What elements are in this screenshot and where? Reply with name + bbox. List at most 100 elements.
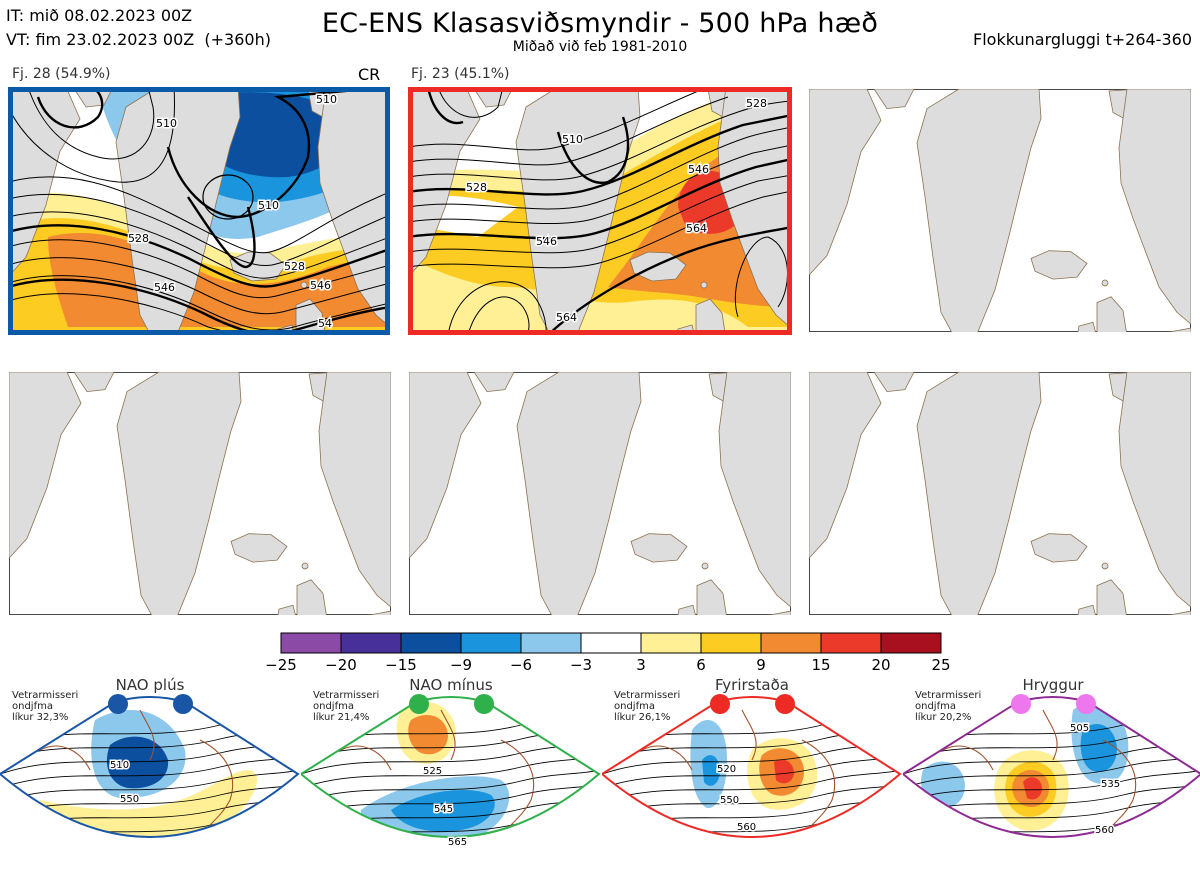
contour-line xyxy=(903,765,1200,807)
contour-label: 535 xyxy=(1101,779,1120,790)
colorbar-tick-label: 25 xyxy=(931,656,951,674)
regime-marker xyxy=(710,694,730,714)
contour-line xyxy=(301,765,599,807)
contour-label: 564 xyxy=(686,222,707,235)
contour-labels: 510 510 510 528 528 546 546 54 xyxy=(127,92,339,332)
contour-label: 565 xyxy=(448,837,467,848)
contour-label: 546 xyxy=(688,163,709,176)
empty-map-panel xyxy=(809,89,1191,332)
contour-label: 560 xyxy=(1095,825,1114,836)
regime-map: 505 535 560 xyxy=(903,694,1200,838)
colorbar-tick-label: −25 xyxy=(265,656,297,674)
cluster-1-regime: CR xyxy=(358,65,381,84)
cluster-2-map: 510 528 528 546 546 564 564 xyxy=(408,87,792,335)
contour-label: 550 xyxy=(720,795,739,806)
contour-label: 520 xyxy=(717,764,736,775)
anomaly-area xyxy=(408,715,448,755)
regime-marker xyxy=(173,694,193,714)
contour-label: 564 xyxy=(556,311,577,324)
colorbar-swatch xyxy=(760,632,822,654)
regime-outline xyxy=(0,696,300,838)
colorbar-swatch xyxy=(340,632,402,654)
colorbar-swatch xyxy=(820,632,882,654)
colorbar-swatch xyxy=(700,632,762,654)
regime-marker xyxy=(1011,694,1031,714)
empty-map-panel xyxy=(409,372,791,615)
contour-label: 528 xyxy=(466,181,487,194)
page-subtitle: Miðað við feb 1981-2010 xyxy=(512,39,688,55)
regime-note: Vetrarmisseri ondjfma líkur 26,1% xyxy=(614,690,681,723)
anomaly-area xyxy=(921,761,965,808)
anomaly-area xyxy=(391,790,495,832)
regime-outline xyxy=(301,696,601,838)
contour-label: 550 xyxy=(120,794,139,805)
anomaly-area xyxy=(774,759,794,784)
colorbar-tick-label: −20 xyxy=(325,656,357,674)
regime-title: NAO mínus xyxy=(409,676,493,694)
init-time: IT: mið 08.02.2023 00Z xyxy=(6,6,193,25)
contour-label: 545 xyxy=(434,804,453,815)
classification-window: Flokkunargluggi t+264-360 xyxy=(973,30,1192,49)
colorbar-tick-label: 6 xyxy=(696,656,706,674)
regime-note: Vetrarmisseri ondjfma líkur 21,4% xyxy=(313,690,380,723)
cluster-1-map: 510 510 510 528 528 546 546 54 xyxy=(8,87,390,335)
empty-map-panel xyxy=(809,372,1191,615)
contour-labels: 510 528 528 546 546 564 564 xyxy=(465,96,769,326)
colorbar-swatch xyxy=(640,632,702,654)
contour-line xyxy=(0,765,298,807)
colorbar-tick-label: 3 xyxy=(636,656,646,674)
contour-label: 546 xyxy=(154,281,175,294)
height-contours-bold xyxy=(8,87,390,335)
colorbar xyxy=(280,632,942,654)
height-contours xyxy=(8,87,390,335)
contour-label: 528 xyxy=(128,232,149,245)
regime-title: NAO plús xyxy=(115,676,185,694)
regime-map: 520 550 560 xyxy=(602,694,902,838)
contour-label: 510 xyxy=(156,117,177,130)
contour-label: 54 xyxy=(318,317,332,330)
colorbar-swatch xyxy=(400,632,462,654)
regime-title: Fyrirstaða xyxy=(715,676,789,694)
contour-label: 510 xyxy=(110,760,129,771)
page-title: EC-ENS Klasasviðsmyndir - 500 hPa hæð xyxy=(321,8,879,39)
cluster-1-label: Fj. 28 (54.9%) xyxy=(12,66,111,82)
colorbar-tick-label: −15 xyxy=(385,656,417,674)
contour-label: 546 xyxy=(536,235,557,248)
colorbar-tick-label: 15 xyxy=(811,656,831,674)
cluster-1-border xyxy=(8,87,390,335)
anomaly-area xyxy=(1080,724,1117,772)
colorbar-swatch xyxy=(580,632,642,654)
colorbar-tick-label: −3 xyxy=(569,656,593,674)
regime-map: 510 550 xyxy=(0,694,300,838)
height-contours-bold xyxy=(408,87,792,335)
regime-outline xyxy=(903,696,1200,838)
anomaly-area xyxy=(702,755,720,786)
empty-map-panel xyxy=(9,372,391,615)
cluster-2-label: Fj. 23 (45.1%) xyxy=(411,66,510,82)
cluster-2-border xyxy=(408,87,792,335)
colorbar-swatch xyxy=(880,632,942,654)
colorbar-swatch xyxy=(520,632,582,654)
regime-marker xyxy=(474,694,494,714)
contour-line xyxy=(602,765,900,807)
colorbar-swatch xyxy=(280,632,342,654)
contour-label: 510 xyxy=(562,133,583,146)
contour-label: 505 xyxy=(1070,723,1089,734)
valid-time: VT: fim 23.02.2023 00Z (+360h) xyxy=(6,30,271,49)
colorbar-tick-label: −9 xyxy=(449,656,473,674)
regime-title: Hryggur xyxy=(1022,676,1084,694)
regime-marker xyxy=(1076,694,1096,714)
regime-note: Vetrarmisseri ondjfma líkur 20,2% xyxy=(915,690,982,723)
contour-label: 528 xyxy=(746,97,767,110)
colorbar-tick-label: 9 xyxy=(756,656,766,674)
height-contours xyxy=(408,87,792,335)
regime-marker xyxy=(108,694,128,714)
regime-note: Vetrarmisseri ondjfma líkur 32,3% xyxy=(12,690,79,723)
contour-label: 510 xyxy=(316,93,337,106)
contour-label: 510 xyxy=(258,199,279,212)
anomaly-area xyxy=(39,770,258,837)
colorbar-tick-label: 20 xyxy=(871,656,891,674)
regime-marker xyxy=(775,694,795,714)
regime-outline xyxy=(602,696,902,838)
contour-label: 560 xyxy=(737,822,756,833)
